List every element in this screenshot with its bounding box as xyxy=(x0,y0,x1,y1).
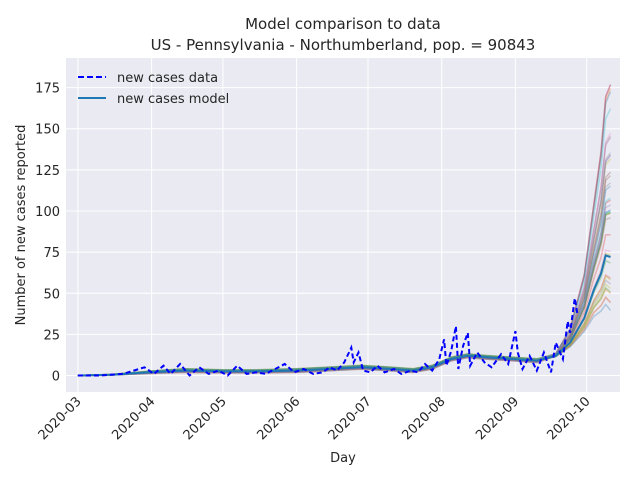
x-tick-label: 2020-10 xyxy=(545,394,594,443)
x-tick-label: 2020-04 xyxy=(109,394,158,443)
data-series-line xyxy=(77,298,579,377)
ensemble-line xyxy=(77,275,611,377)
x-axis-ticks: 2020-03 2020-04 2020-05 2020-06 2020-07 2020-… xyxy=(36,394,594,443)
ensemble-line xyxy=(77,158,612,377)
ensemble-line xyxy=(77,283,611,377)
ensemble-line xyxy=(77,137,612,377)
x-tick-label: 2020-09 xyxy=(473,394,522,443)
ensemble-line xyxy=(77,154,612,377)
x-tick-label: 2020-06 xyxy=(254,394,303,443)
ensemble-line xyxy=(77,84,612,377)
ensemble-line xyxy=(77,210,611,377)
y-tick-label: 50 xyxy=(43,287,60,302)
y-tick-label: 75 xyxy=(43,246,60,261)
ensemble-line xyxy=(77,209,611,377)
y-tick-label: 150 xyxy=(35,123,60,138)
chart-subtitle: US - Pennsylvania - Northumberland, pop.… xyxy=(151,36,536,54)
x-tick-label: 2020-08 xyxy=(399,394,448,443)
series-layer xyxy=(77,254,611,377)
ensemble-line xyxy=(77,108,612,377)
x-tick-label: 2020-07 xyxy=(326,394,375,443)
y-axis-ticks: 0 25 50 75 100 125 150 175 xyxy=(35,82,60,385)
y-gridlines xyxy=(66,87,620,377)
plot-area xyxy=(66,58,620,392)
ensemble-line xyxy=(77,296,612,377)
legend: new cases data new cases model xyxy=(78,71,229,107)
y-axis-label: Number of new cases reported xyxy=(14,125,29,326)
x-gridlines xyxy=(77,58,588,392)
y-tick-label: 0 xyxy=(52,370,60,385)
chart-title: Model comparison to data xyxy=(245,15,441,33)
x-tick-label: 2020-03 xyxy=(36,394,85,443)
y-tick-label: 100 xyxy=(35,205,60,220)
ensemble-line xyxy=(77,273,611,377)
y-tick-label: 175 xyxy=(35,82,60,97)
x-axis-label: Day xyxy=(330,451,356,466)
ensemble-line xyxy=(77,295,612,377)
y-tick-label: 25 xyxy=(43,328,60,343)
y-tick-label: 125 xyxy=(35,164,60,179)
ensemble-line xyxy=(77,91,612,377)
legend-label-model: new cases model xyxy=(117,92,229,107)
ensemble-line xyxy=(77,88,612,377)
x-tick-label: 2020-05 xyxy=(181,394,230,443)
legend-label-data: new cases data xyxy=(117,71,218,86)
